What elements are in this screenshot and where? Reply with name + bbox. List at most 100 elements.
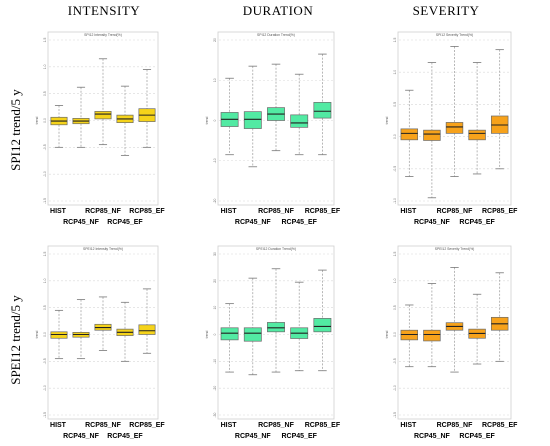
x-tick-label: RCP45_NF bbox=[414, 433, 451, 440]
y-axis-label: trend bbox=[385, 331, 389, 339]
y-tick-label: 1.0 bbox=[43, 64, 47, 69]
panel-title: SPEI12 Severity Trend(%) bbox=[435, 247, 475, 251]
y-tick-label: 1.0 bbox=[43, 278, 47, 283]
box-hist bbox=[400, 128, 419, 141]
column-title-duration: DURATION bbox=[242, 3, 314, 18]
box-rcp85-nf bbox=[445, 122, 464, 134]
box-rcp45-nf bbox=[423, 129, 441, 141]
boxplot-panel-6: SPEI12 Severity Trend(%) trend -1.5 -1.0 -0.… bbox=[385, 245, 518, 440]
x-tick-label: RCP45_EF bbox=[281, 219, 317, 226]
y-tick-label: 20 bbox=[213, 279, 217, 283]
panel-title: SPI12 Duration Trend(%) bbox=[257, 33, 295, 37]
y-tick-label: 0.0 bbox=[43, 118, 47, 123]
x-tick-label: RCP85_NF bbox=[258, 422, 295, 429]
panel-title: SPI12 Severity Trend(%) bbox=[436, 33, 473, 37]
y-tick-label: 1.5 bbox=[43, 252, 47, 257]
y-tick-label: 0.0 bbox=[393, 134, 397, 139]
x-tick-label: HIST bbox=[50, 208, 67, 215]
y-axis-label: trend bbox=[205, 117, 209, 125]
column-title-intensity: INTENSITY bbox=[67, 3, 141, 18]
y-tick-label: -1.0 bbox=[393, 385, 397, 391]
x-tick-label: HIST bbox=[50, 422, 67, 429]
y-tick-label: -1.5 bbox=[393, 412, 397, 418]
box-rcp45-nf bbox=[243, 111, 262, 129]
y-tick-label: 30 bbox=[213, 252, 217, 256]
x-tick-label: RCP45_NF bbox=[63, 219, 100, 226]
y-tick-label: -1.5 bbox=[43, 412, 47, 418]
y-tick-label: 10 bbox=[213, 306, 217, 310]
y-tick-label: 0.0 bbox=[393, 332, 397, 337]
panel-title: SPI12 Intensity Trend(%) bbox=[84, 33, 122, 37]
y-tick-label: 1.5 bbox=[393, 38, 397, 43]
box-rcp45-nf bbox=[423, 329, 441, 342]
x-tick-label: HIST bbox=[400, 208, 417, 215]
y-tick-label: -0.5 bbox=[393, 358, 397, 364]
y-tick-label: -0.5 bbox=[43, 144, 47, 150]
x-tick-label: RCP85_EF bbox=[482, 422, 518, 429]
x-tick-label: RCP45_NF bbox=[414, 219, 451, 226]
y-axis-label: trend bbox=[205, 331, 209, 339]
x-tick-label: RCP45_EF bbox=[107, 219, 143, 226]
box-rcp85-nf bbox=[267, 322, 285, 333]
y-tick-label: -0.5 bbox=[393, 166, 397, 172]
x-tick-label: RCP85_EF bbox=[305, 208, 341, 215]
box-rcp85-ef bbox=[138, 324, 156, 335]
y-tick-label: 1.0 bbox=[393, 278, 397, 283]
y-tick-label: 20 bbox=[213, 38, 217, 42]
y-tick-label: -10 bbox=[213, 158, 217, 163]
x-tick-label: RCP45_EF bbox=[459, 219, 495, 226]
x-tick-label: HIST bbox=[221, 208, 238, 215]
x-tick-label: HIST bbox=[400, 422, 417, 429]
box-rcp45-ef bbox=[468, 129, 486, 141]
x-tick-label: RCP85_NF bbox=[85, 422, 122, 429]
boxplot-panel-5: SPEI12 Duration Trend(%) trend -30 -20 -10 0 1… bbox=[205, 245, 341, 440]
column-title-severity: SEVERITY bbox=[412, 3, 480, 18]
y-tick-label: -1.0 bbox=[43, 171, 47, 177]
x-tick-label: RCP45_EF bbox=[459, 433, 495, 440]
y-axis-label: trend bbox=[35, 117, 39, 125]
box-rcp85-ef bbox=[313, 102, 332, 119]
x-tick-label: RCP45_EF bbox=[107, 433, 143, 440]
x-tick-label: RCP45_NF bbox=[235, 219, 272, 226]
y-tick-label: 0.5 bbox=[43, 91, 47, 96]
y-tick-label: 0 bbox=[213, 119, 217, 121]
box-rcp85-nf bbox=[94, 111, 112, 120]
x-tick-label: RCP45_EF bbox=[281, 433, 317, 440]
y-tick-label: 10 bbox=[213, 78, 217, 82]
y-tick-label: -1.5 bbox=[43, 198, 47, 204]
y-tick-label: -10 bbox=[213, 359, 217, 364]
boxplot-panel-3: SPI12 Severity Trend(%) trend -1.0 -0.5 0.0 0… bbox=[385, 31, 518, 226]
x-tick-label: RCP85_EF bbox=[129, 208, 165, 215]
boxplot-panel-4: SPEI12 Intensity Trend(%) trend -1.5 -1.0 -0… bbox=[35, 245, 165, 440]
x-tick-label: RCP85_EF bbox=[305, 422, 341, 429]
y-tick-label: -30 bbox=[213, 412, 217, 417]
x-tick-label: RCP85_EF bbox=[129, 422, 165, 429]
y-tick-label: 0.0 bbox=[43, 332, 47, 337]
box-rcp45-nf bbox=[243, 327, 262, 342]
boxplot-panel-1: SPI12 Intensity Trend(%) trend -1.5 -1.0 -0.… bbox=[35, 31, 165, 226]
y-tick-label: -20 bbox=[213, 198, 217, 203]
y-tick-label: 1.0 bbox=[393, 70, 397, 75]
x-tick-label: RCP85_NF bbox=[258, 208, 295, 215]
x-tick-label: RCP45_NF bbox=[235, 433, 272, 440]
x-tick-label: RCP85_NF bbox=[437, 208, 474, 215]
y-tick-label: -1.0 bbox=[393, 198, 397, 204]
box-hist bbox=[220, 327, 239, 341]
x-tick-label: RCP45_NF bbox=[63, 433, 100, 440]
y-tick-label: -1.0 bbox=[43, 385, 47, 391]
y-tick-label: 0.5 bbox=[393, 102, 397, 107]
y-tick-label: 0 bbox=[213, 333, 217, 335]
panel-title: SPEI12 Duration Trend(%) bbox=[256, 247, 296, 251]
x-tick-label: HIST bbox=[221, 422, 238, 429]
box-rcp85-ef bbox=[313, 318, 332, 333]
panel-title: SPEI12 Intensity Trend(%) bbox=[83, 247, 123, 251]
y-axis-label: trend bbox=[35, 331, 39, 339]
y-tick-label: 0.5 bbox=[393, 305, 397, 310]
box-rcp45-ef bbox=[290, 114, 309, 128]
boxplot-panel-2: SPI12 Duration Trend(%) trend -20 -10 0 10 20 H… bbox=[205, 31, 341, 226]
y-tick-label: -20 bbox=[213, 386, 217, 391]
y-axis-label: trend bbox=[385, 117, 389, 125]
y-tick-label: 1.5 bbox=[43, 38, 47, 43]
